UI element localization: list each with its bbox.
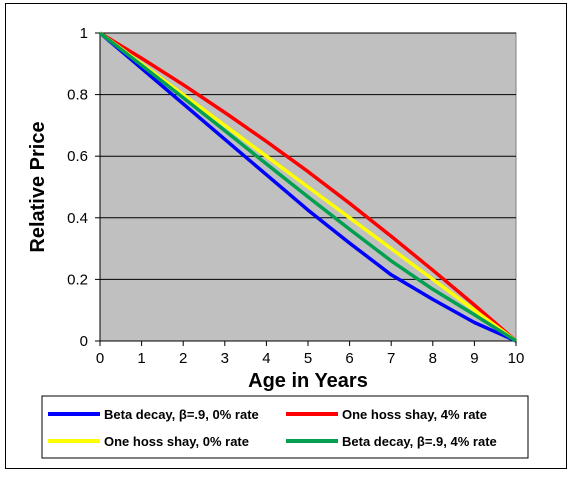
legend-label-2: One hoss shay, 0% rate (104, 434, 249, 449)
x-tick-label-5: 5 (304, 350, 312, 367)
series-line-3 (98, 31, 517, 343)
x-tick-label-10: 10 (508, 350, 525, 367)
series-line-2 (98, 31, 518, 343)
legend-label-3: Beta decay, β=.9, 4% rate (342, 434, 497, 449)
series-line-1 (99, 31, 518, 343)
x-axis-title: Age in Years (248, 370, 368, 392)
x-tick-label-1: 1 (137, 350, 145, 367)
series-line-0 (98, 31, 517, 343)
x-tick-label-8: 8 (429, 350, 437, 367)
x-tick-label-3: 3 (221, 350, 229, 367)
legend-label-0: Beta decay, β=.9, 0% rate (104, 407, 259, 422)
chart-frame: 0 1 2 3 4 5 6 7 8 9 10 0 0.2 0.4 0.6 0.8 1 Age in Years … (5, 3, 567, 469)
x-tick-label-0: 0 (96, 350, 104, 367)
x-tick-label-6: 6 (345, 350, 353, 367)
y-tick-label-5: 1 (80, 25, 88, 42)
y-tick-label-3: 0.6 (67, 148, 88, 165)
x-tick-label-7: 7 (387, 350, 395, 367)
x-tick-label-4: 4 (262, 350, 270, 367)
y-tick-label-4: 0.8 (67, 87, 88, 104)
y-axis-title: Relative Price (27, 121, 49, 252)
x-tick-label-2: 2 (179, 350, 187, 367)
y-tick-label-0: 0 (80, 333, 88, 350)
y-tick-label-1: 0.2 (67, 271, 88, 288)
x-tick-label-9: 9 (470, 350, 478, 367)
legend-label-1: One hoss shay, 4% rate (342, 407, 487, 422)
y-tick-label-2: 0.4 (67, 210, 88, 227)
legend-box (41, 395, 529, 459)
